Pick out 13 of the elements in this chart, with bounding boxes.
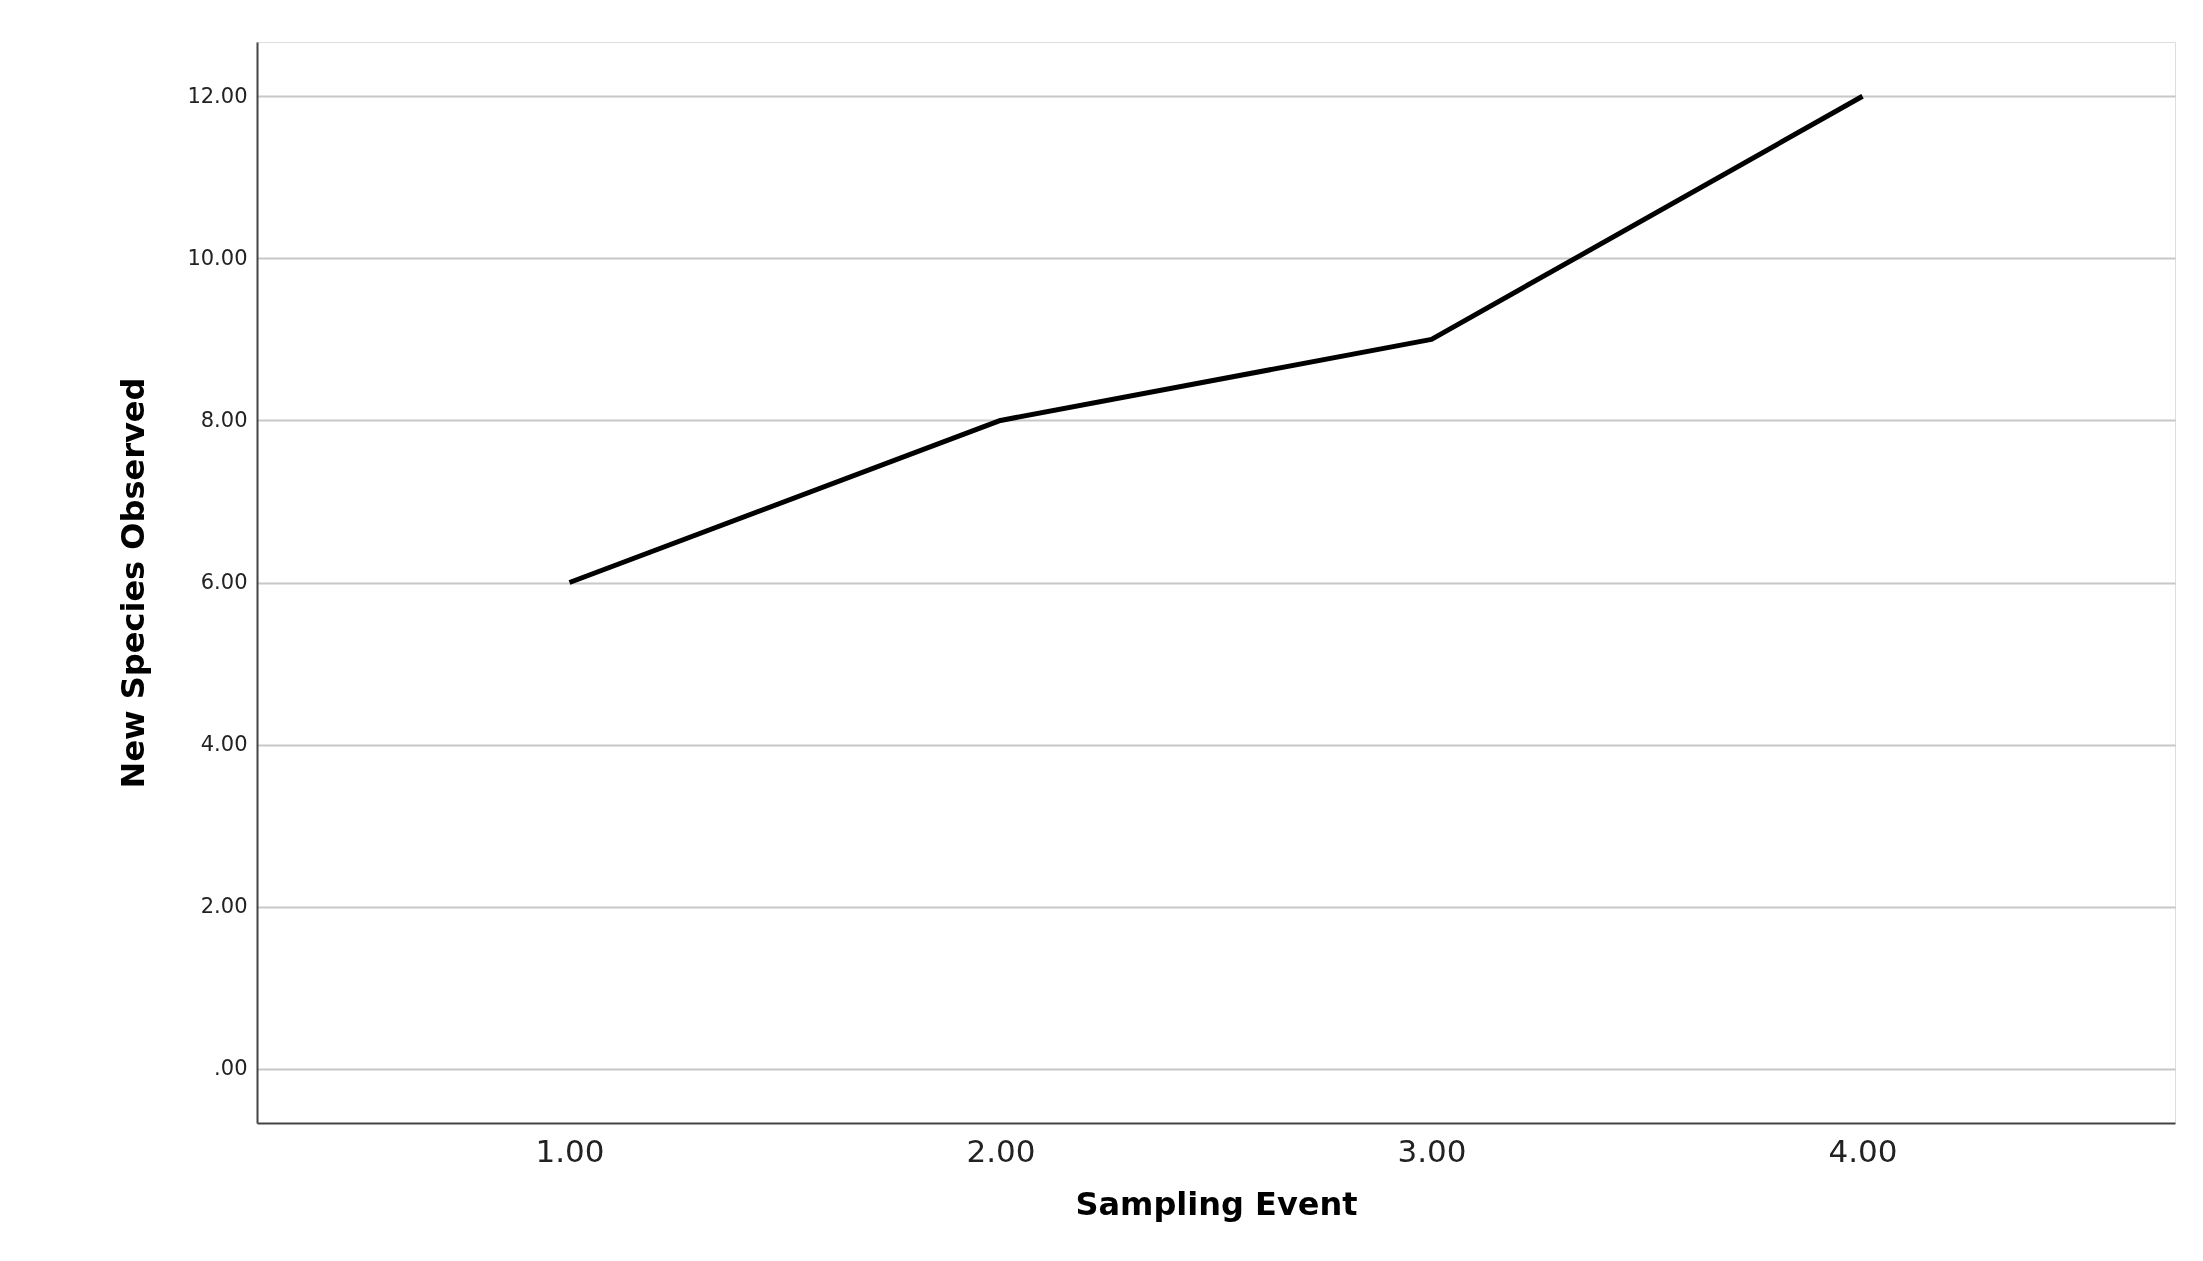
y-tick-label: 8.00	[200, 407, 248, 432]
y-tick-label: 4.00	[200, 732, 248, 757]
x-tick-label: 4.00	[1828, 1132, 1898, 1169]
x-tick-label: 3.00	[1397, 1132, 1467, 1169]
x-axis-title: Sampling Event	[1075, 1184, 1358, 1223]
x-tick-label: 2.00	[966, 1132, 1036, 1169]
y-tick-label: 10.00	[187, 245, 248, 270]
y-tick-label: 2.00	[200, 894, 248, 919]
x-tick-label: 1.00	[535, 1132, 605, 1169]
y-axis-title: New Species Observed	[114, 377, 153, 789]
y-tick-label: 6.00	[200, 570, 248, 594]
y-tick-label: 12.00	[187, 83, 248, 108]
y-tick-label: .00	[214, 1056, 248, 1081]
